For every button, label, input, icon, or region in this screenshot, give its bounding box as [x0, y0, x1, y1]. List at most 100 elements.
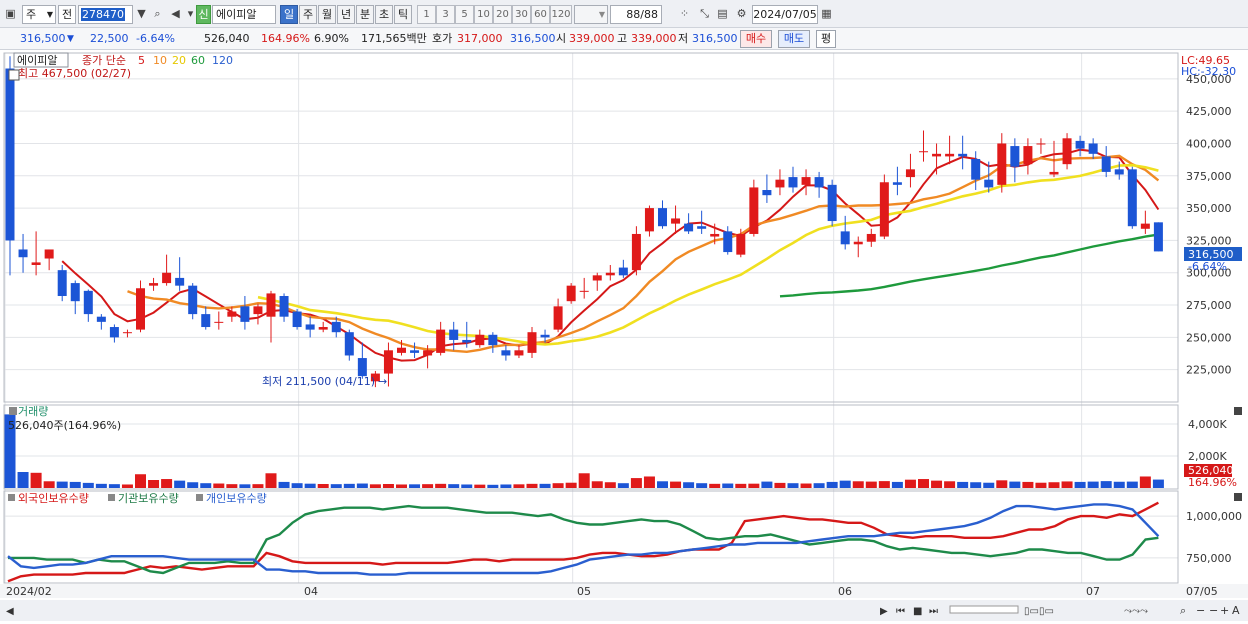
stock-code-input[interactable]: 278470	[78, 5, 133, 24]
avg-button[interactable]: 평	[816, 30, 836, 48]
volume-bar	[356, 483, 368, 488]
price-tick-label: 325,000	[1186, 234, 1232, 247]
volume-title: 거래량	[18, 405, 48, 418]
candle-body	[44, 249, 54, 259]
stop-icon[interactable]: ■	[913, 606, 922, 617]
candle-body	[919, 151, 928, 153]
x-axis-band	[0, 584, 1248, 598]
stock-name-field[interactable]: 에이피알	[212, 5, 276, 24]
candle-body	[1114, 169, 1124, 175]
candle-body	[788, 177, 798, 188]
period-week[interactable]: 주	[299, 5, 317, 24]
price-tick-label: 250,000	[1186, 331, 1232, 344]
volume-tick-label: 2,000K	[1188, 450, 1227, 463]
volume-marker-icon	[9, 407, 17, 415]
save-icon[interactable]: ▤	[717, 7, 728, 20]
candle-body	[540, 334, 550, 338]
volume-bar	[565, 482, 577, 488]
interval-120[interactable]: 120	[550, 5, 572, 24]
grid	[4, 53, 1178, 583]
low-label: 저	[678, 32, 689, 45]
candle-body	[1023, 146, 1033, 165]
code-dropdown-icon[interactable]: ▼	[137, 7, 146, 20]
interval-1[interactable]: 1	[417, 5, 436, 24]
candle-body	[775, 179, 785, 188]
ma-60-label: 60	[191, 54, 205, 67]
volume-bar	[1048, 482, 1060, 488]
candle-body	[214, 321, 224, 323]
speaker-icon[interactable]: ◀	[171, 7, 180, 20]
tool-icons[interactable]: ⤳⤳⤳	[1124, 606, 1148, 617]
candle-body	[762, 190, 772, 196]
layout-icon[interactable]: ▯▭▯▭	[1024, 606, 1054, 617]
interval-10[interactable]: 10	[474, 5, 493, 24]
interval-3[interactable]: 3	[436, 5, 455, 24]
price-tag-percent: -6.64%	[1188, 260, 1227, 273]
ask-price: 316,500	[510, 32, 556, 45]
minus-icon[interactable]: −	[1196, 604, 1205, 617]
volume-bar	[213, 483, 225, 488]
interval-30[interactable]: 30	[512, 5, 531, 24]
volume-bar	[787, 483, 799, 488]
draw-icon[interactable]: ⤡	[700, 7, 709, 20]
period-month[interactable]: 월	[318, 5, 336, 24]
price-tick-label: 275,000	[1186, 299, 1232, 312]
period-minute[interactable]: 분	[356, 5, 374, 24]
candle-body	[553, 306, 563, 330]
period-second[interactable]: 초	[375, 5, 393, 24]
volume-bar	[878, 481, 890, 488]
holdings-close-icon[interactable]	[1234, 493, 1242, 501]
interval-60[interactable]: 60	[531, 5, 550, 24]
zoom-icon[interactable]: ⌕	[1180, 604, 1186, 617]
grid-icon[interactable]: ⁘	[679, 7, 690, 20]
play-forward-icon[interactable]: ⏭	[929, 606, 938, 617]
volume-bar	[369, 484, 381, 488]
table-icon[interactable]	[8, 69, 20, 81]
bid-label: 호가	[432, 32, 453, 45]
interval-20[interactable]: 20	[493, 5, 512, 24]
candle-body	[201, 314, 211, 328]
speaker-dropdown-icon[interactable]: ▾	[187, 7, 194, 20]
plus-icon[interactable]: +	[1220, 604, 1229, 617]
price-tag: 316,500	[1188, 248, 1234, 261]
chart-background	[0, 50, 1248, 621]
interval-5[interactable]: 5	[455, 5, 474, 24]
volume-bar	[1009, 481, 1021, 488]
calendar-icon[interactable]: ▦	[821, 7, 832, 20]
volume-bar	[683, 482, 695, 488]
candle-body	[592, 275, 602, 281]
volume-close-icon[interactable]	[1234, 407, 1242, 415]
interval-custom-select[interactable]: ▼	[574, 5, 608, 24]
scroll-left-icon[interactable]: ◀	[6, 606, 14, 617]
scroll-right-icon[interactable]: ▶	[880, 606, 888, 617]
market-select-label: 주	[26, 8, 37, 21]
volume-bar	[630, 478, 642, 488]
data-count-field[interactable]: 88/88	[610, 5, 662, 24]
market-select[interactable]: 주 ▼	[22, 5, 56, 24]
prev-button[interactable]: 전	[58, 5, 76, 24]
period-year[interactable]: 년	[337, 5, 355, 24]
candle-body	[305, 324, 315, 330]
buy-button[interactable]: 매수	[740, 30, 772, 48]
candle-body	[397, 347, 406, 353]
down-arrow-icon: ▼	[67, 34, 74, 44]
volume-tag: 526,040	[1188, 464, 1234, 477]
volume-bar	[774, 482, 786, 488]
volume-tick-label: 4,000K	[1188, 418, 1227, 431]
foreign-label: 외국인보유수량	[18, 492, 89, 505]
gear-icon[interactable]: ⚙	[736, 7, 747, 20]
search-icon[interactable]: ⌕	[154, 7, 161, 20]
chart-settings-icon[interactable]: ▣	[5, 7, 16, 20]
dash-icon[interactable]: −	[1209, 604, 1218, 617]
zoom-slider[interactable]	[949, 605, 1019, 614]
play-back-icon[interactable]: ⏮	[896, 606, 905, 617]
date-field[interactable]: 2024/07/05	[752, 5, 818, 24]
period-day[interactable]: 일	[280, 5, 298, 24]
period-tick[interactable]: 틱	[394, 5, 412, 24]
chevron-down-icon: ▼	[598, 10, 605, 19]
candle-body	[892, 182, 902, 185]
volume-bar	[1126, 481, 1138, 488]
text-icon[interactable]: A	[1232, 604, 1240, 617]
sell-button[interactable]: 매도	[778, 30, 810, 48]
candle-body	[436, 329, 446, 353]
